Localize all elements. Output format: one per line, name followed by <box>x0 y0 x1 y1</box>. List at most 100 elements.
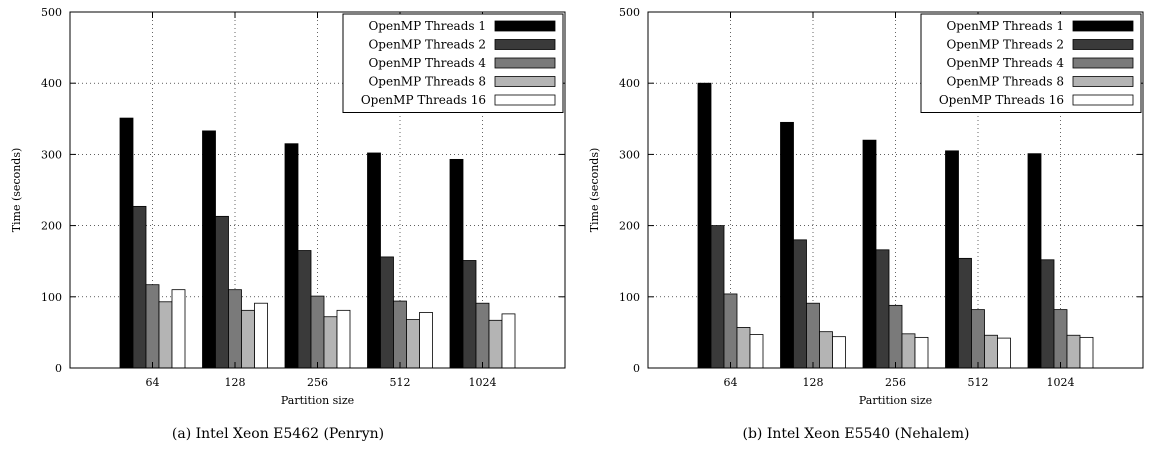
y-tick-label: 500 <box>619 6 640 19</box>
x-axis-label: Partition size <box>281 394 354 407</box>
bar <box>1027 153 1042 369</box>
bar <box>254 302 268 369</box>
bar <box>914 336 929 369</box>
bar <box>419 312 433 369</box>
bar <box>501 313 516 369</box>
bar <box>449 158 464 369</box>
legend-swatch <box>494 94 556 106</box>
bar <box>215 215 229 369</box>
bar <box>241 309 255 369</box>
y-axis-label: Time (seconds) <box>588 148 601 233</box>
y-tick-label: 400 <box>619 77 640 90</box>
bar <box>710 225 725 369</box>
bar <box>488 319 503 369</box>
y-tick-label: 200 <box>619 220 640 233</box>
bar <box>406 319 420 369</box>
bar <box>971 309 985 369</box>
x-tick-label: 128 <box>225 376 246 389</box>
chart-panel-0: 0 100 200 300 400 500 64 128 256 512 1024 Time (sec… <box>10 6 566 442</box>
bar <box>475 302 490 369</box>
y-tick-label: 300 <box>619 148 640 161</box>
legend-swatch <box>494 20 556 32</box>
y-tick-label: 100 <box>41 291 62 304</box>
bar <box>806 302 820 369</box>
bar <box>888 304 903 369</box>
bar <box>310 295 325 369</box>
bar <box>997 337 1011 369</box>
bar <box>1040 259 1055 369</box>
legend-label: OpenMP Threads 1 <box>368 19 486 33</box>
x-tick-label: 256 <box>307 376 328 389</box>
bar <box>336 309 351 369</box>
legend-label: OpenMP Threads 1 <box>946 19 1064 33</box>
bar <box>171 289 186 369</box>
bar <box>284 143 299 369</box>
bar <box>380 256 394 369</box>
bar <box>832 336 846 369</box>
bar <box>367 152 381 369</box>
legend-label: OpenMP Threads 8 <box>368 75 486 89</box>
bar <box>862 139 877 369</box>
y-tick-label: 500 <box>41 6 62 19</box>
y-tick-label: 400 <box>41 77 62 90</box>
x-tick-label: 1024 <box>1047 376 1075 389</box>
bar <box>119 117 134 369</box>
x-tick-label: 512 <box>968 376 989 389</box>
y-tick-label: 100 <box>619 291 640 304</box>
x-tick-label: 64 <box>724 376 738 389</box>
bar <box>158 301 173 369</box>
legend-label: OpenMP Threads 4 <box>368 56 486 70</box>
bar <box>819 331 833 369</box>
chart-panel-1: 0 100 200 300 400 500 64 128 256 512 1024 Time (sec… <box>588 6 1144 442</box>
bar <box>1053 309 1068 369</box>
bar <box>875 249 890 369</box>
legend-swatch <box>1072 76 1134 87</box>
bar <box>984 334 998 369</box>
x-tick-label: 512 <box>390 376 411 389</box>
x-axis-label: Partition size <box>859 394 932 407</box>
legend-swatch <box>494 57 556 69</box>
legend-label: OpenMP Threads 2 <box>946 38 1064 52</box>
legend-label: OpenMP Threads 2 <box>368 38 486 52</box>
legend-swatch <box>494 39 556 50</box>
x-tick-label: 64 <box>146 376 160 389</box>
bar <box>1079 336 1094 369</box>
bar <box>901 333 916 369</box>
bar <box>723 293 738 369</box>
bar <box>958 257 972 369</box>
legend-swatch <box>1072 94 1134 106</box>
legend-swatch <box>494 76 556 87</box>
y-tick-label: 200 <box>41 220 62 233</box>
bar <box>1066 334 1081 369</box>
y-axis-label: Time (seconds) <box>10 148 23 233</box>
bar <box>297 250 312 369</box>
bar <box>462 260 477 369</box>
y-tick-label: 0 <box>633 362 640 375</box>
bar <box>780 121 794 369</box>
y-tick-label: 300 <box>41 148 62 161</box>
figure-caption: (b) Intel Xeon E5540 (Nehalem) <box>742 426 969 442</box>
bar <box>793 239 807 369</box>
legend-label: OpenMP Threads 16 <box>939 93 1064 107</box>
legend-swatch <box>1072 20 1134 32</box>
legend-swatch <box>1072 57 1134 69</box>
bar <box>945 150 959 369</box>
x-tick-label: 256 <box>885 376 906 389</box>
legend-label: OpenMP Threads 4 <box>946 56 1064 70</box>
bar <box>749 334 764 369</box>
y-tick-label: 0 <box>55 362 62 375</box>
legend-label: OpenMP Threads 8 <box>946 75 1064 89</box>
x-tick-label: 128 <box>803 376 824 389</box>
legend-label: OpenMP Threads 16 <box>361 93 486 107</box>
bar <box>323 316 338 369</box>
bar <box>228 289 242 369</box>
bar <box>736 327 751 369</box>
x-tick-label: 1024 <box>469 376 497 389</box>
bar <box>145 284 160 369</box>
bar <box>393 300 407 369</box>
figure-caption: (a) Intel Xeon E5462 (Penryn) <box>172 426 384 442</box>
legend-swatch <box>1072 39 1134 50</box>
bar <box>202 130 216 369</box>
bar <box>697 82 712 369</box>
